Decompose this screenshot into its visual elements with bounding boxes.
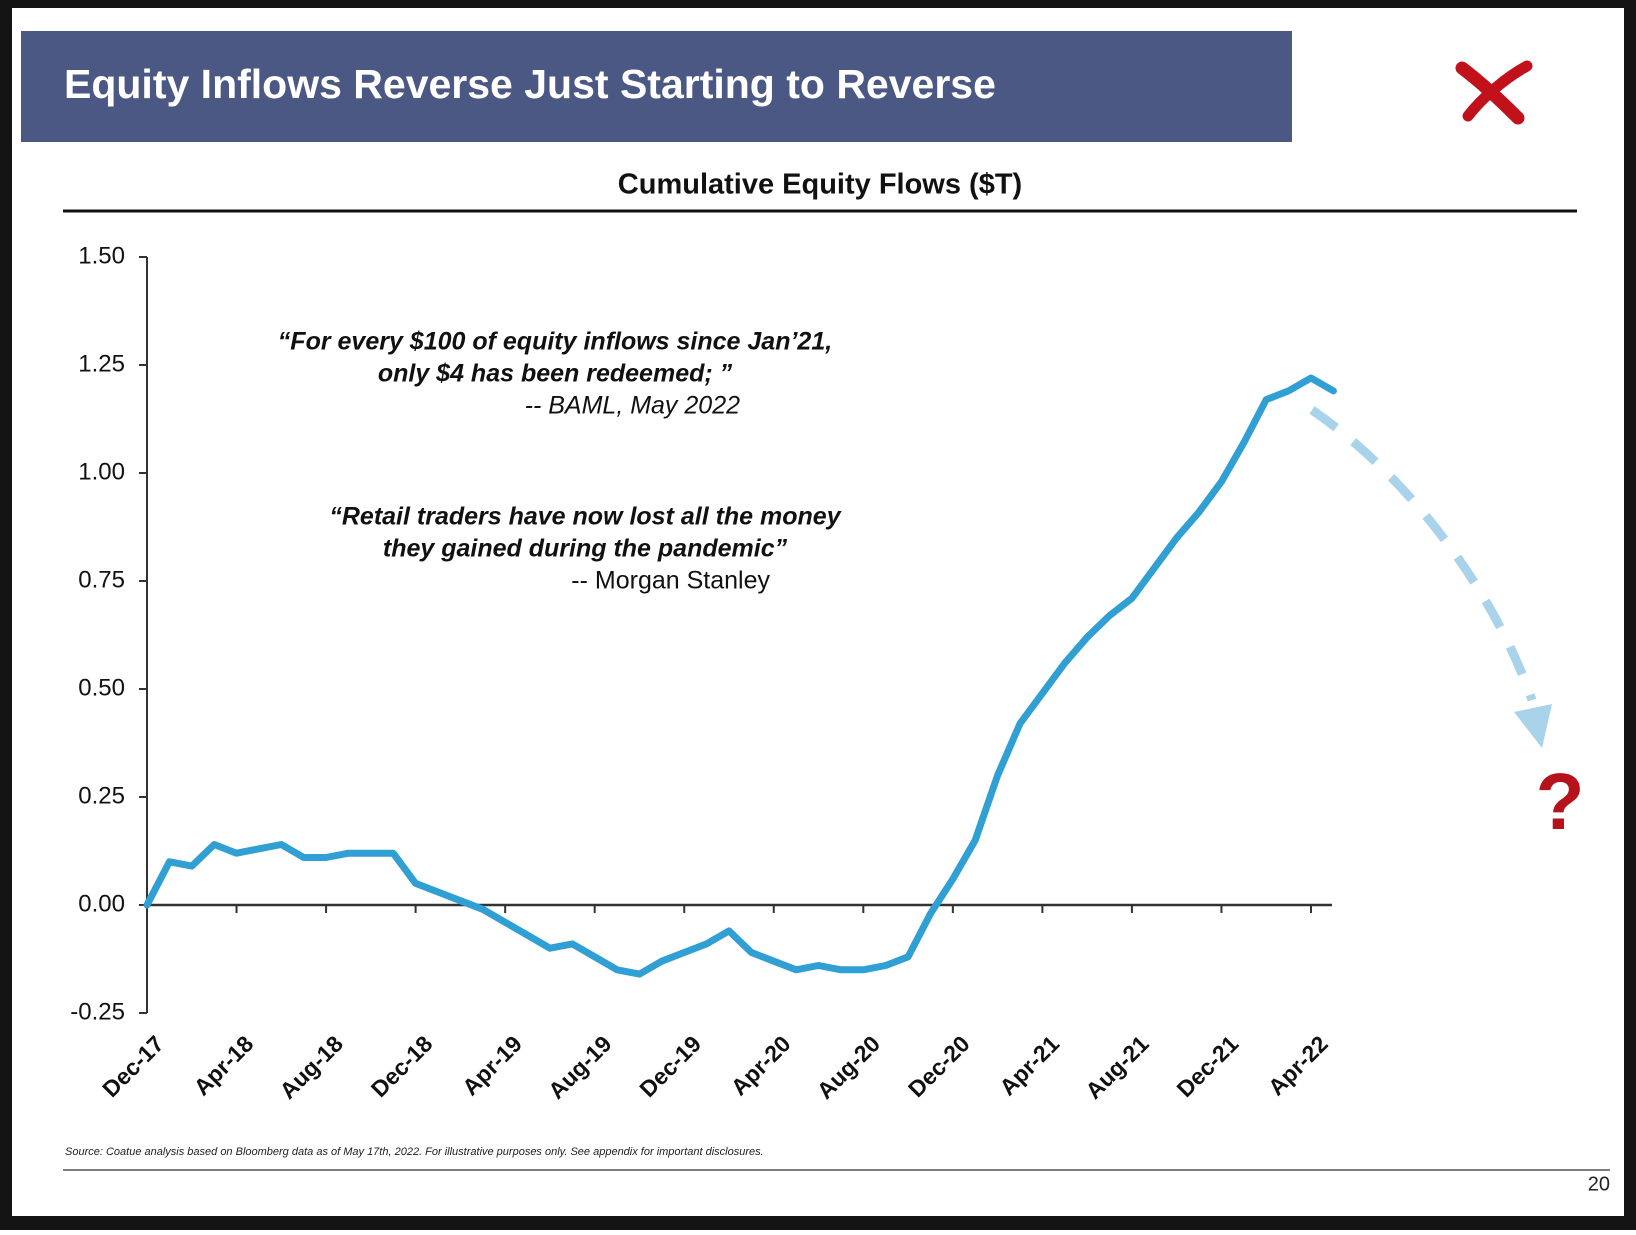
logo	[1455, 60, 1533, 125]
slide-title: Equity Inflows Reverse Just Starting to …	[64, 61, 996, 107]
outlook-mark: ?	[1536, 757, 1585, 846]
data-line	[143, 374, 1337, 978]
y-tick-label: -0.25	[70, 998, 125, 1025]
y-tick-label: 1.25	[78, 350, 125, 377]
y-tick-label: 0.75	[78, 566, 125, 593]
projection-arrowhead	[1514, 704, 1552, 748]
title-banner	[21, 31, 1292, 142]
chart-title: Cumulative Equity Flows ($T)	[618, 169, 1022, 201]
y-tick-label: 0.25	[78, 782, 125, 809]
annotation-attribution: -- Morgan Stanley	[571, 567, 770, 595]
y-tick-label: 0.00	[78, 890, 125, 917]
y-tick-label: 1.50	[78, 242, 125, 269]
annotation-line: “Retail traders have now lost all the mo…	[329, 503, 841, 531]
source-note: Source: Coatue analysis based on Bloombe…	[65, 1146, 764, 1158]
logo-stroke	[1462, 60, 1533, 122]
annotation-line: only $4 has been redeemed; ”	[378, 360, 733, 388]
page-number: 20	[1588, 1173, 1610, 1195]
annotation-line: “For every $100 of equity inflows since …	[278, 328, 832, 356]
y-tick-label: 1.00	[78, 458, 125, 485]
slide-background	[12, 8, 1624, 1216]
projection-arrow	[1309, 406, 1537, 702]
annotation-line: they gained during the pandemic”	[383, 535, 788, 563]
annotation-attribution: -- BAML, May 2022	[525, 392, 740, 420]
y-tick-label: 0.50	[78, 674, 125, 701]
